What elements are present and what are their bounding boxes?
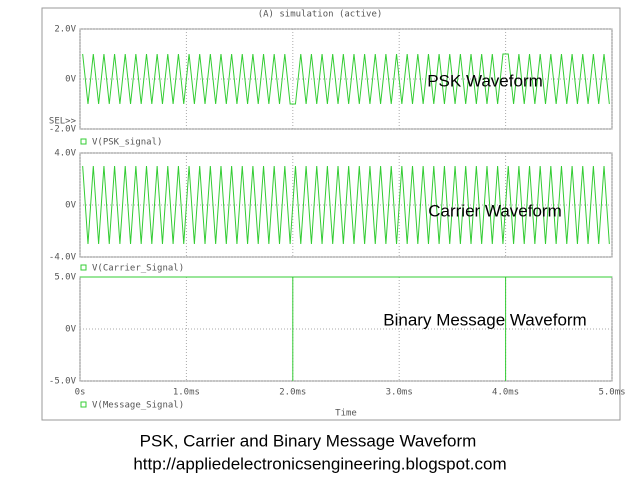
line-series bbox=[82, 53, 610, 105]
legend-label: V(PSK_signal) bbox=[92, 138, 162, 148]
y-tick-label: -5.0V bbox=[49, 377, 77, 387]
legend-swatch bbox=[80, 138, 87, 145]
y-tick-label: 5.0V bbox=[54, 273, 76, 283]
y-tick-label: 0V bbox=[65, 75, 76, 85]
y-tick-label: 0V bbox=[65, 201, 76, 211]
annotation: Binary Message Waveform bbox=[383, 310, 586, 329]
legend-swatch bbox=[80, 264, 87, 271]
caption-url: http://appliedelectronicsengineering.blo… bbox=[133, 454, 506, 473]
caption: PSK, Carrier and Binary Message Waveform bbox=[140, 431, 477, 450]
x-tick-label: 5.0ms bbox=[598, 388, 625, 398]
legend-label: V(Carrier_Signal) bbox=[92, 264, 184, 274]
annotation: Carrier Waveform bbox=[428, 201, 562, 220]
x-tick-label: 2.0ms bbox=[279, 388, 306, 398]
y-tick-label: 0V bbox=[65, 325, 76, 335]
x-axis-label: Time bbox=[335, 409, 357, 419]
legend-swatch bbox=[80, 401, 87, 408]
x-tick-label: 4.0ms bbox=[492, 388, 519, 398]
line-series bbox=[80, 276, 612, 381]
selector-label: SEL>> bbox=[49, 117, 77, 127]
annotation: PSK Waveform bbox=[427, 71, 543, 90]
y-tick-label: 4.0V bbox=[54, 149, 76, 159]
window-title: (A) simulation (active) bbox=[258, 10, 383, 20]
x-tick-label: 3.0ms bbox=[386, 388, 413, 398]
frame bbox=[41, 7, 621, 421]
y-tick-label: -4.0V bbox=[49, 253, 77, 263]
line-series bbox=[82, 165, 610, 245]
x-tick-label: 0s bbox=[75, 388, 86, 398]
x-tick-label: 1.0ms bbox=[173, 388, 200, 398]
legend-label: V(Message_Signal) bbox=[92, 401, 184, 411]
y-tick-label: 2.0V bbox=[54, 25, 76, 35]
y-tick-label: -2.0V bbox=[49, 125, 77, 135]
